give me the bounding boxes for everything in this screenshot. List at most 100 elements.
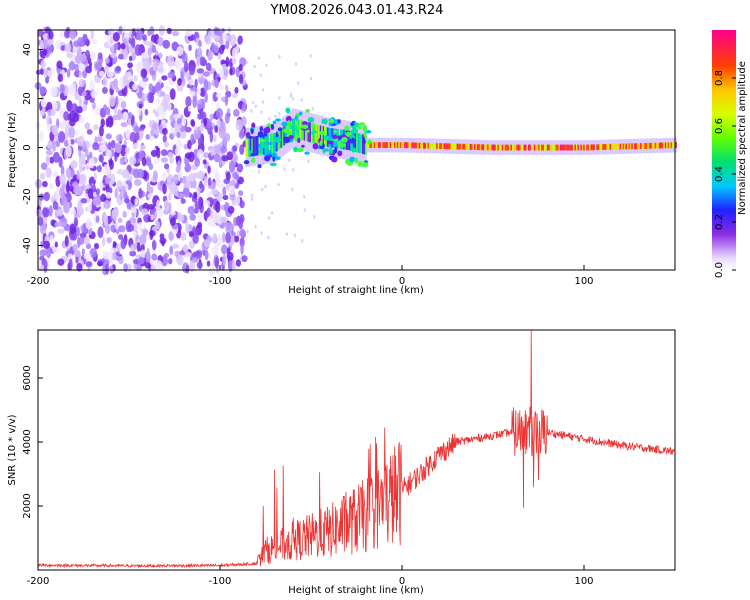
spectrogram-cell [196,88,201,95]
spectrogram-cell [216,214,223,226]
spectrogram-cell [188,78,194,86]
spectrogram-cell [329,118,334,124]
spectrogram-cell [120,42,126,50]
spectrogram-cell [231,57,237,65]
spectrogram-cell [137,256,145,265]
spectrogram-cell [161,149,168,157]
spectrogram-cell [265,63,268,68]
spectrogram-cell [90,29,95,40]
spectrogram-cell [157,66,164,73]
spectrogram-cell [103,199,111,210]
spectrogram-cell [77,206,85,216]
spectrogram-cell [214,27,221,36]
spectrogram-cell [67,253,74,261]
spectrogram-cell [196,126,201,138]
spectrogram-cell [227,205,235,214]
spectrogram-cell [199,79,204,85]
spectrogram-cell [437,143,440,150]
spectrogram-cell [39,249,47,257]
spectrogram-cell [228,160,236,173]
spectrogram-cell [203,79,209,92]
spectrogram-cell [334,146,338,154]
spectrogram-cell [319,140,323,146]
colorbar-tick-label: 0.6 [714,118,725,134]
spectrogram-cell [131,212,135,218]
spectrogram-cell [69,138,75,145]
spectrogram-cell [35,209,44,217]
spectrogram-cell [105,192,112,199]
spectrogram-cell [123,32,131,39]
spectrogram-cell [281,126,284,147]
spectrogram-cell [300,98,303,102]
spectrogram-cell [188,90,196,96]
spectrogram-cell [176,117,182,125]
spectrogram-cell [666,142,669,149]
spectrogram-cell [260,110,263,115]
spectrogram-cell [418,142,421,149]
spectrogram-cell [283,136,288,142]
spectrogram-cell [637,143,640,150]
spectrogram-cell [404,142,407,149]
spectrogram-cell [146,247,150,260]
spectrogram-cell [430,142,433,149]
spectrogram-cell [116,109,123,121]
spectrogram-cell [91,184,97,194]
spectrogram-cell [192,179,197,189]
spectrogram-cell [118,225,126,233]
spectrogram-cell [82,103,88,112]
colorbar-ticks: 0.0 0.2 0.4 0.6 0.8 [714,70,736,278]
spectrogram-cell [188,151,195,163]
spectrogram-cell [150,34,157,44]
spectrogram-cell [166,177,173,189]
spectrogram-cell [103,104,108,112]
spectrogram-cell [42,207,48,218]
spectrogram-cell [79,115,85,124]
snr-y-label: SNR (10 * v/v) [7,414,18,485]
spectrogram-cell [158,266,165,272]
spectrogram-cell [319,130,326,136]
spectrogram-cell [234,45,239,56]
spectrogram-cell [285,107,291,114]
spectrogram-cell [428,142,431,149]
spectrogram-cell [74,129,80,136]
spectrogram-cell [69,82,77,94]
spectrogram-cell [266,123,272,128]
spectrogram-cell [65,183,70,193]
spectrogram-cell [150,264,156,272]
spectrogram-cell [102,236,106,247]
spectrogram-cell [138,130,144,138]
spectrogram-cell [131,52,136,61]
spectrogram-cell [126,201,132,210]
spectrogram-cell [66,68,71,78]
spectrogram-cell [76,226,81,237]
spectrogram-cell [288,158,291,162]
spectrogram-cell [530,144,533,151]
spectrogram-cell [593,144,596,151]
spectrogram-cell [129,131,137,142]
spectrogram-cell [149,229,154,241]
spectrogram-cell [225,172,231,181]
spectrogram-cell [104,65,109,74]
spectrogram-cell [162,183,167,195]
spectrogram-cell [45,150,53,156]
spectrogram-cell [251,122,256,129]
spectrogram-cell [46,246,52,259]
spectrogram-cell [439,143,442,150]
spectrogram-cell [309,54,313,58]
spectrogram-cell [367,139,372,145]
spectrogram-cell [130,244,134,252]
spectrogram-cell [214,78,219,89]
spectrogram-cell [354,132,357,152]
spectrogram-cell [153,211,157,220]
spectrogram-cell [257,169,261,174]
spectrogram-cell [201,98,205,111]
spectrogram-cell [185,96,192,108]
spectrogram-cell [568,144,571,151]
spectrogram-cell [484,144,487,151]
spectrogram-cell [219,183,224,189]
spectrogram-cell [52,170,59,178]
spectrogram-cell [177,78,182,86]
spectrogram-cell [610,143,613,150]
spectrogram-cell [509,144,511,151]
spectrogram-cell [379,142,382,149]
